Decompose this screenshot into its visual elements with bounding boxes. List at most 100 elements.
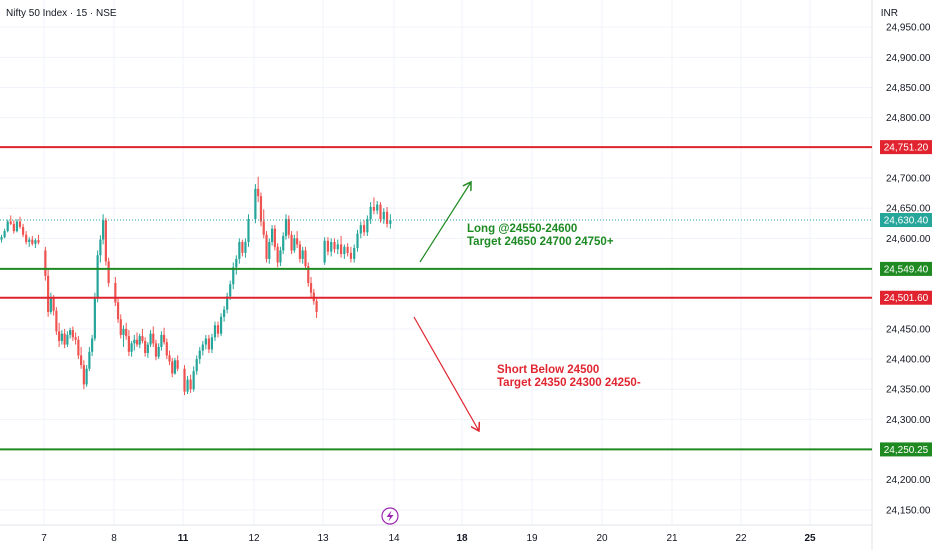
y-tick-label: 24,300.00	[886, 415, 931, 426]
candle-body	[323, 240, 326, 263]
candle-body	[114, 283, 117, 303]
x-tick-label: 8	[111, 533, 117, 544]
candle	[372, 197, 376, 215]
candle-body	[353, 248, 356, 259]
candle-body	[144, 340, 147, 354]
candle-body	[138, 336, 141, 345]
candle	[323, 237, 326, 265]
candle-body	[301, 250, 304, 259]
y-tick-label: 24,150.00	[886, 505, 931, 516]
candle	[165, 338, 168, 360]
current-price-badge	[880, 213, 932, 228]
candle	[176, 355, 179, 372]
candle	[244, 238, 247, 258]
candle-body	[168, 355, 171, 362]
candle-body	[77, 339, 80, 356]
candle-body	[107, 261, 110, 284]
candle	[336, 239, 339, 255]
candle-body	[282, 235, 285, 251]
candle	[91, 334, 94, 357]
long-arrow	[419, 182, 471, 263]
candle	[268, 238, 271, 264]
candle-body	[226, 296, 229, 310]
candle-body	[298, 244, 302, 259]
candle-body	[276, 246, 279, 263]
candle-body	[171, 361, 174, 374]
candle	[21, 223, 25, 238]
candle	[290, 231, 293, 255]
candle	[284, 214, 288, 240]
candle	[382, 208, 385, 224]
candle	[276, 243, 279, 268]
candle	[31, 235, 34, 246]
candle	[183, 365, 186, 396]
candle-body	[262, 221, 265, 235]
candle-body	[204, 338, 207, 345]
x-tick-label: 22	[735, 533, 747, 544]
candle	[296, 231, 299, 249]
candle	[138, 333, 141, 349]
candle	[130, 340, 133, 357]
candle	[287, 215, 290, 239]
lightning-icon[interactable]	[381, 507, 399, 525]
candle	[201, 340, 204, 356]
candle	[6, 219, 9, 233]
candle	[257, 176, 260, 203]
candle	[198, 346, 201, 364]
candle-body	[315, 301, 318, 312]
candle	[47, 268, 50, 317]
candle	[99, 235, 102, 263]
candle	[3, 228, 6, 239]
candle-body	[176, 360, 179, 369]
candle	[210, 333, 214, 354]
candle-body	[173, 360, 177, 374]
candle	[125, 322, 128, 340]
candle-body	[52, 297, 55, 311]
candle-body	[382, 211, 385, 220]
candle-body	[213, 325, 217, 338]
candle-body	[359, 225, 362, 234]
candle-body	[119, 319, 122, 335]
current-price-label: 24,630.40	[884, 216, 929, 227]
level-price-label: 24,501.60	[884, 293, 929, 304]
candle	[279, 246, 282, 267]
candle	[192, 366, 195, 392]
candle	[376, 200, 379, 215]
candle	[44, 246, 47, 281]
candle	[270, 225, 274, 246]
candle-body	[326, 240, 330, 252]
candle	[195, 355, 198, 375]
candle	[168, 350, 171, 366]
candle	[204, 334, 207, 350]
candle	[186, 375, 189, 395]
candle-body	[198, 350, 201, 360]
candle	[0, 234, 3, 243]
x-tick-label: 19	[526, 533, 538, 544]
candle-body	[102, 220, 105, 240]
candle	[114, 276, 117, 306]
candle-body	[152, 333, 155, 344]
y-tick-label: 24,350.00	[886, 385, 931, 396]
candle-body	[47, 275, 50, 312]
candle	[232, 262, 235, 290]
candle-body	[125, 328, 128, 337]
long-note-line2: Target 24650 24700 24750+	[467, 236, 614, 248]
y-tick-label: 24,200.00	[886, 475, 931, 486]
candle-body	[362, 225, 366, 233]
candle	[104, 217, 107, 266]
y-tick-label: 24,650.00	[886, 204, 931, 215]
candle	[362, 220, 366, 236]
candle	[80, 346, 83, 369]
candle-body	[376, 204, 379, 211]
candle-body	[63, 333, 66, 345]
candle	[315, 298, 318, 319]
candle	[379, 202, 382, 223]
candle	[69, 327, 72, 339]
candle-body	[229, 284, 232, 297]
candle-body	[287, 219, 290, 235]
candle-body	[183, 368, 186, 392]
candle	[144, 337, 147, 357]
candle-body	[369, 206, 372, 220]
